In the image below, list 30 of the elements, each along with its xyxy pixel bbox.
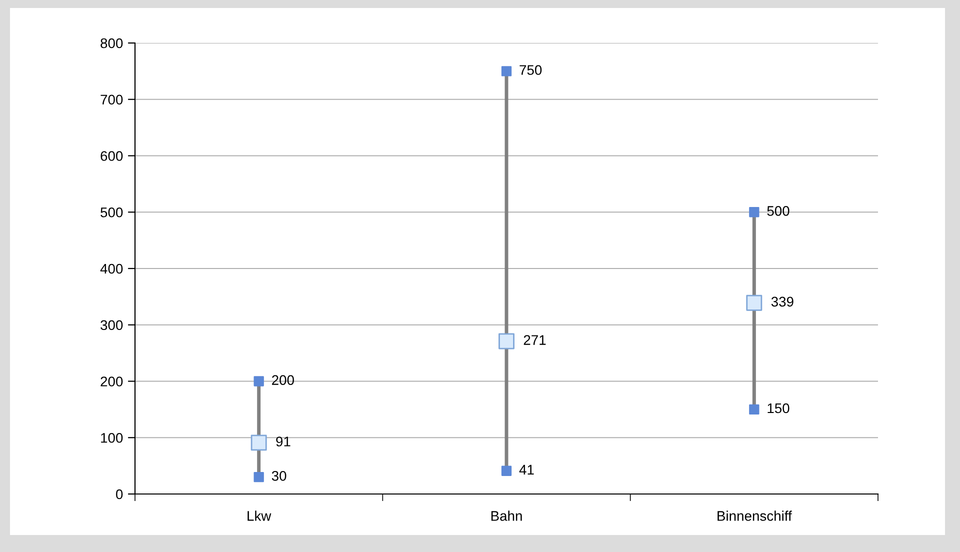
point [498,333,514,350]
y-tick-label: 0 [116,489,123,500]
data-label: 200 [272,375,294,385]
point [254,376,264,386]
y-tick-label: 200 [100,376,123,386]
data-label: 750 [520,65,542,75]
data-label: 500 [767,206,790,216]
data-label: 41 [519,464,534,474]
x-tick-label: Binnenschiff [718,510,792,521]
y-tick-label: 700 [100,94,123,105]
data-label: 339 [771,296,794,307]
point [250,434,267,451]
y-tick-label: 600 [100,151,123,161]
point [501,466,512,476]
data-label: 271 [524,335,546,345]
x-tick-label: Bahn [491,510,522,521]
y-tick-label: 400 [100,264,123,274]
y-tick-label: 100 [101,432,123,443]
point [749,207,760,218]
y-tick-label: 800 [100,38,123,48]
y-tick-label: 300 [100,320,123,330]
data-label: 91 [276,436,290,446]
y-tick-label: 500 [100,207,123,218]
point [749,404,760,415]
point [746,294,762,311]
data-label: 150 [768,403,790,414]
point [501,66,512,76]
point [254,472,264,482]
x-tick-label: Lkw [248,510,272,521]
data-label: 30 [272,470,286,481]
